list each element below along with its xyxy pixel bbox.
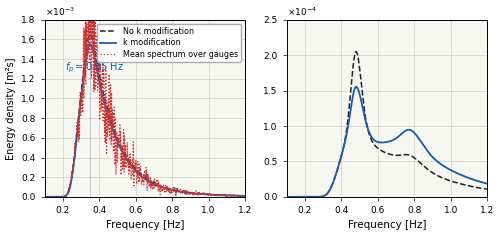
k modification [42, 195, 48, 198]
No k modification [170, 189, 176, 191]
Mean spectrum over gauges [170, 188, 176, 191]
k modification [170, 189, 176, 192]
Legend: No k modification, k modification, Mean spectrum over gauges: No k modification, k modification, Mean … [97, 24, 241, 62]
Line: No k modification: No k modification [44, 35, 247, 197]
k modification [196, 192, 202, 195]
No k modification [244, 194, 250, 197]
Text: $\times 10^{-3}$: $\times 10^{-3}$ [44, 6, 74, 18]
No k modification [54, 195, 60, 198]
X-axis label: Frequency [Hz]: Frequency [Hz] [348, 220, 426, 230]
Mean spectrum over gauges [244, 194, 250, 197]
k modification [164, 188, 170, 190]
k modification [216, 194, 222, 197]
k modification [87, 43, 93, 46]
k modification [244, 194, 250, 197]
Text: $\times 10^{-4}$: $\times 10^{-4}$ [286, 6, 316, 18]
Mean spectrum over gauges [54, 195, 60, 198]
k modification [54, 195, 60, 198]
X-axis label: Frequency [Hz]: Frequency [Hz] [106, 220, 184, 230]
Text: $f_p = 0.35$ Hz: $f_p = 0.35$ Hz [64, 60, 124, 75]
Mean spectrum over gauges [42, 195, 48, 198]
Mean spectrum over gauges [160, 185, 166, 188]
k modification [160, 186, 166, 189]
Mean spectrum over gauges [216, 194, 222, 197]
Mean spectrum over gauges [164, 185, 170, 188]
No k modification [196, 192, 202, 195]
No k modification [160, 185, 166, 188]
No k modification [164, 187, 170, 190]
Line: k modification: k modification [44, 44, 247, 197]
No k modification [87, 33, 93, 36]
Line: Mean spectrum over gauges: Mean spectrum over gauges [44, 0, 247, 197]
No k modification [42, 195, 48, 198]
Y-axis label: Energy density [m²s]: Energy density [m²s] [6, 57, 16, 160]
No k modification [216, 194, 222, 196]
Mean spectrum over gauges [196, 191, 202, 194]
